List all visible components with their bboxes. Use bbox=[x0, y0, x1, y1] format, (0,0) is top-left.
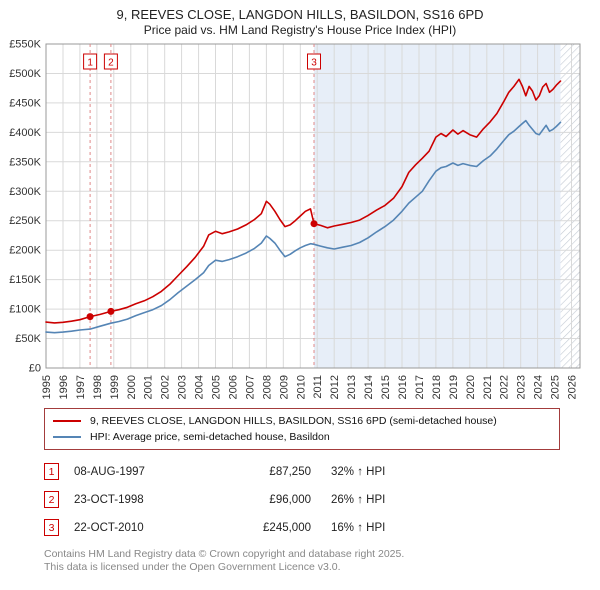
svg-text:2023: 2023 bbox=[516, 375, 528, 399]
transactions-table: 1 08-AUG-1997 £87,250 32% ↑ HPI 2 23-OCT… bbox=[44, 463, 600, 536]
hpi-series bbox=[45, 119, 562, 334]
price-history-chart: 1 2 3 £0 £50K £100K £150K £200K £250K £300K £350K £… bbox=[9, 39, 581, 399]
legend-item-hpi: HPI: Average price, semi-detached house,… bbox=[53, 429, 551, 445]
svg-text:2016: 2016 bbox=[397, 375, 409, 399]
svg-text:£300K: £300K bbox=[9, 186, 41, 198]
hpi-series-swatch bbox=[53, 436, 81, 438]
svg-text:£0: £0 bbox=[29, 363, 41, 375]
svg-text:2017: 2017 bbox=[414, 375, 426, 399]
svg-text:1997: 1997 bbox=[75, 375, 87, 399]
svg-text:2020: 2020 bbox=[465, 375, 477, 399]
svg-text:£550K: £550K bbox=[9, 39, 41, 51]
svg-text:£100K: £100K bbox=[9, 304, 41, 316]
svg-text:£50K: £50K bbox=[15, 333, 41, 345]
legend-label-property: 9, REEVES CLOSE, LANGDON HILLS, BASILDON… bbox=[90, 415, 497, 427]
svg-text:£150K: £150K bbox=[9, 274, 41, 286]
page-subtitle: Price paid vs. HM Land Registry's House … bbox=[143, 23, 457, 37]
future-hatch-region bbox=[560, 44, 580, 368]
sale-number-flag bbox=[307, 53, 321, 70]
svg-text:2011: 2011 bbox=[312, 375, 324, 399]
svg-text:£450K: £450K bbox=[9, 97, 41, 109]
transaction-price: £87,250 bbox=[269, 465, 311, 478]
transaction-number-badge: 1 bbox=[44, 463, 59, 480]
svg-text:2002: 2002 bbox=[160, 375, 172, 399]
sale-point bbox=[86, 313, 94, 321]
transaction-row: 2 23-OCT-1998 £96,000 26% ↑ HPI bbox=[44, 491, 600, 508]
svg-text:2025: 2025 bbox=[550, 375, 562, 399]
svg-text:3: 3 bbox=[311, 58, 317, 69]
svg-text:2004: 2004 bbox=[194, 375, 206, 399]
transaction-hpi-delta: 32% ↑ HPI bbox=[331, 465, 386, 478]
footer-line-2: This data is licensed under the Open Gov… bbox=[44, 561, 341, 573]
transaction-date: 23-OCT-1998 bbox=[74, 493, 144, 506]
svg-text:2015: 2015 bbox=[380, 375, 392, 399]
svg-text:1: 1 bbox=[87, 58, 93, 69]
sale-point bbox=[310, 220, 318, 228]
sale-point bbox=[107, 307, 115, 315]
svg-text:2024: 2024 bbox=[533, 375, 545, 399]
svg-text:2018: 2018 bbox=[431, 375, 443, 399]
transaction-date: 22-OCT-2010 bbox=[74, 521, 144, 534]
svg-text:2019: 2019 bbox=[448, 375, 460, 399]
svg-text:2021: 2021 bbox=[482, 375, 494, 399]
svg-text:2003: 2003 bbox=[177, 375, 189, 399]
svg-text:2005: 2005 bbox=[211, 375, 223, 399]
svg-text:2000: 2000 bbox=[126, 375, 138, 399]
chart-legend: 9, REEVES CLOSE, LANGDON HILLS, BASILDON… bbox=[44, 408, 560, 450]
property-series-swatch bbox=[53, 420, 81, 422]
footer-line-1: Contains HM Land Registry data © Crown c… bbox=[44, 548, 405, 560]
transaction-number-badge: 3 bbox=[44, 519, 59, 536]
svg-text:£250K: £250K bbox=[9, 215, 41, 227]
svg-text:£400K: £400K bbox=[9, 127, 41, 139]
sale-number-flag bbox=[83, 53, 98, 70]
svg-text:2013: 2013 bbox=[346, 375, 358, 399]
svg-text:2007: 2007 bbox=[244, 375, 256, 399]
chart-header: 9, REEVES CLOSE, LANGDON HILLS, BASILDON… bbox=[0, 0, 600, 38]
svg-text:2014: 2014 bbox=[363, 375, 375, 399]
svg-text:1998: 1998 bbox=[92, 375, 104, 399]
post-sale-shaded-region bbox=[314, 44, 561, 368]
property-price-series bbox=[45, 78, 562, 324]
svg-text:1999: 1999 bbox=[109, 375, 121, 399]
transaction-hpi-delta: 16% ↑ HPI bbox=[331, 521, 386, 534]
svg-text:£500K: £500K bbox=[9, 68, 41, 80]
svg-text:£350K: £350K bbox=[9, 156, 41, 168]
license-footer: Contains HM Land Registry data © Crown c… bbox=[44, 548, 600, 574]
svg-text:2012: 2012 bbox=[329, 375, 341, 399]
page-title: 9, REEVES CLOSE, LANGDON HILLS, BASILDON… bbox=[116, 7, 484, 22]
svg-text:2010: 2010 bbox=[295, 375, 307, 399]
transaction-date: 08-AUG-1997 bbox=[74, 465, 145, 478]
transaction-price: £96,000 bbox=[269, 493, 311, 506]
svg-text:2009: 2009 bbox=[278, 375, 290, 399]
svg-text:2022: 2022 bbox=[499, 375, 511, 399]
svg-text:2008: 2008 bbox=[261, 375, 273, 399]
svg-text:£200K: £200K bbox=[9, 245, 41, 257]
svg-text:2: 2 bbox=[108, 58, 114, 69]
transaction-number-badge: 2 bbox=[44, 491, 59, 508]
svg-text:2001: 2001 bbox=[143, 375, 155, 399]
svg-text:1996: 1996 bbox=[58, 375, 70, 399]
transaction-row: 1 08-AUG-1997 £87,250 32% ↑ HPI bbox=[44, 463, 600, 480]
plot-border bbox=[45, 43, 581, 369]
svg-text:1995: 1995 bbox=[41, 375, 53, 399]
legend-label-hpi: HPI: Average price, semi-detached house,… bbox=[90, 431, 330, 443]
sale-number-flag bbox=[103, 53, 118, 70]
legend-item-property: 9, REEVES CLOSE, LANGDON HILLS, BASILDON… bbox=[53, 413, 551, 429]
svg-text:2026: 2026 bbox=[567, 375, 579, 399]
transaction-hpi-delta: 26% ↑ HPI bbox=[331, 493, 386, 506]
transaction-price: £245,000 bbox=[263, 521, 311, 534]
svg-text:2006: 2006 bbox=[228, 375, 240, 399]
transaction-row: 3 22-OCT-2010 £245,000 16% ↑ HPI bbox=[44, 519, 600, 536]
